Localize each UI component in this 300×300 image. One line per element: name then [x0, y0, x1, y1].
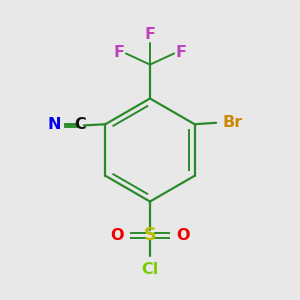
Text: F: F — [145, 27, 155, 42]
Text: C: C — [74, 117, 86, 132]
Text: N: N — [47, 117, 61, 132]
Text: Br: Br — [223, 115, 243, 130]
Text: O: O — [111, 228, 124, 243]
Text: O: O — [176, 228, 189, 243]
Text: Cl: Cl — [141, 262, 159, 278]
Text: F: F — [113, 45, 124, 60]
Text: F: F — [176, 45, 187, 60]
Text: S: S — [144, 226, 156, 244]
